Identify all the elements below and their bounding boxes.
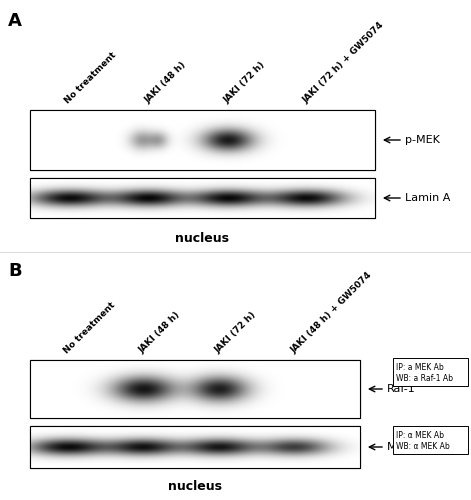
Text: IP: α MEK Ab: IP: α MEK Ab xyxy=(396,431,444,440)
Text: WB: α MEK Ab: WB: α MEK Ab xyxy=(396,442,450,451)
Text: JAKI (48 h): JAKI (48 h) xyxy=(138,310,182,355)
Bar xyxy=(30,360,360,418)
Text: MEK: MEK xyxy=(387,442,411,452)
Text: Raf-1: Raf-1 xyxy=(387,384,416,394)
Text: JAKI (48 h) + GW5074: JAKI (48 h) + GW5074 xyxy=(289,270,374,355)
Bar xyxy=(30,178,375,218)
Bar xyxy=(30,426,360,468)
Bar xyxy=(30,426,360,468)
Bar xyxy=(30,178,375,218)
Text: No treatment: No treatment xyxy=(63,50,118,105)
Text: JAKI (72 h): JAKI (72 h) xyxy=(222,60,267,105)
Text: p-MEK: p-MEK xyxy=(405,135,440,145)
Bar xyxy=(30,110,375,170)
Bar xyxy=(393,426,468,454)
Text: Lamin A: Lamin A xyxy=(405,193,450,203)
Text: B: B xyxy=(8,262,22,280)
Bar xyxy=(30,110,375,170)
Text: nucleus: nucleus xyxy=(168,480,222,493)
Text: JAKI (72 h): JAKI (72 h) xyxy=(213,310,258,355)
Text: JAKI (72 h) + GW5074: JAKI (72 h) + GW5074 xyxy=(301,20,386,105)
Text: WB: a Raf-1 Ab: WB: a Raf-1 Ab xyxy=(396,374,453,383)
Text: IP: a MEK Ab: IP: a MEK Ab xyxy=(396,363,444,372)
Bar xyxy=(393,358,468,386)
Text: A: A xyxy=(8,12,22,30)
Bar xyxy=(30,360,360,418)
Text: nucleus: nucleus xyxy=(176,232,229,245)
Text: No treatment: No treatment xyxy=(62,300,116,355)
Text: JAKI (48 h): JAKI (48 h) xyxy=(143,60,187,105)
